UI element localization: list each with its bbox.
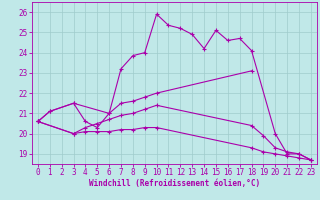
X-axis label: Windchill (Refroidissement éolien,°C): Windchill (Refroidissement éolien,°C) [89, 179, 260, 188]
